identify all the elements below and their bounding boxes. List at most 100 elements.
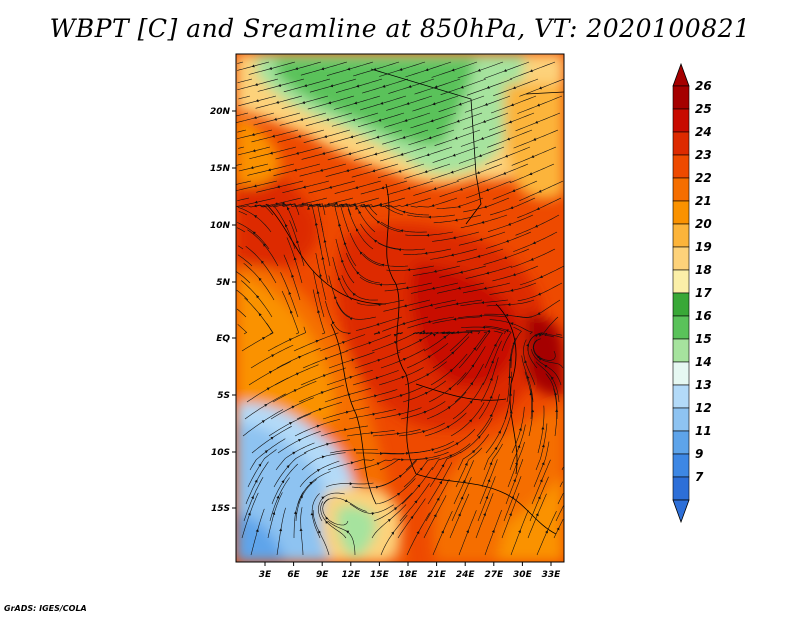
streamline: [406, 512, 430, 556]
streamline-arrow: [375, 376, 379, 380]
streamline-arrow: [261, 260, 264, 264]
streamline: [531, 459, 551, 505]
streamline-arrow: [391, 531, 395, 535]
streamline: [281, 290, 300, 335]
streamline-arrow: [541, 426, 545, 430]
streamline-arrow: [276, 185, 280, 189]
streamline: [401, 467, 433, 505]
streamline: [440, 78, 487, 95]
streamline: [453, 460, 474, 505]
streamline: [363, 253, 409, 267]
streamline: [533, 338, 556, 361]
streamline: [320, 501, 347, 539]
streamline-arrow: [471, 364, 475, 368]
streamline-arrow: [323, 239, 327, 243]
streamline: [513, 231, 558, 252]
streamline-arrow: [293, 168, 297, 172]
streamline: [509, 61, 556, 80]
streamline-arrow: [377, 303, 381, 307]
streamline: [316, 203, 352, 216]
colorbar-box: [672, 453, 690, 478]
streamline-arrow: [399, 67, 403, 71]
streamline: [277, 431, 321, 454]
streamline: [238, 211, 248, 216]
streamline-arrow: [252, 231, 256, 235]
streamline-arrow: [344, 428, 348, 432]
streamline-arrow: [350, 461, 354, 465]
streamline-arrow: [432, 102, 436, 106]
streamline: [281, 95, 329, 109]
streamline: [489, 282, 537, 295]
streamline: [269, 203, 298, 233]
streamline-arrow: [375, 485, 379, 489]
streamline: [489, 112, 535, 131]
streamline: [332, 256, 353, 301]
streamline-arrow: [295, 151, 299, 155]
streamline-arrow: [290, 310, 293, 314]
streamline-arrow: [555, 409, 559, 412]
streamline-arrow: [328, 185, 332, 189]
streamline: [425, 478, 450, 522]
streamline: [380, 146, 427, 162]
streamline-arrow: [541, 444, 545, 448]
streamline: [524, 371, 532, 420]
streamline-arrow: [291, 405, 295, 409]
streamline: [298, 384, 344, 403]
streamline: [241, 280, 273, 318]
streamline-arrow: [455, 302, 459, 306]
streamline: [452, 382, 484, 420]
streamline: [312, 289, 326, 335]
colorbar-box: [672, 384, 690, 409]
streamline: [236, 227, 246, 233]
streamline: [431, 443, 471, 471]
lat-label: 10S: [211, 448, 230, 458]
streamline-arrow: [317, 203, 321, 207]
streamline-arrow: [380, 451, 383, 455]
streamline-arrow: [537, 496, 541, 500]
streamline: [379, 61, 426, 77]
streamline: [237, 324, 248, 335]
colorbar-label: 26: [695, 79, 712, 93]
streamline: [273, 205, 296, 250]
streamline-arrow: [506, 137, 511, 141]
streamline-arrow: [253, 184, 257, 188]
streamline-arrow: [351, 358, 355, 362]
streamline-arrow: [539, 479, 543, 483]
streamline-arrow: [347, 67, 351, 71]
streamline: [251, 426, 292, 454]
streamline-arrow: [266, 387, 270, 391]
streamline: [236, 308, 247, 318]
streamline-arrow: [457, 205, 461, 209]
streamline: [320, 218, 331, 267]
streamline: [432, 336, 470, 369]
streamline: [383, 299, 431, 312]
streamline: [459, 418, 493, 454]
streamline-arrow: [370, 431, 374, 435]
streamline: [490, 95, 537, 114]
streamline-arrow: [398, 169, 402, 173]
streamline: [403, 457, 440, 488]
streamline: [559, 481, 563, 488]
streamline: [315, 253, 327, 301]
colorbar-box: [672, 200, 690, 225]
streamline-arrow: [431, 286, 435, 290]
streamline-arrow: [450, 253, 454, 257]
streamline: [437, 282, 485, 294]
streamline-arrow: [422, 430, 426, 434]
streamline: [458, 146, 505, 164]
lon-label: 24E: [456, 570, 476, 580]
streamline-arrow: [535, 513, 539, 517]
streamline-arrow: [531, 409, 535, 413]
streamline-arrow: [538, 86, 542, 90]
streamline: [384, 112, 431, 128]
streamline: [423, 495, 447, 539]
streamline-arrow: [296, 240, 300, 244]
streamline: [486, 299, 535, 307]
streamline-arrow: [472, 450, 476, 454]
colorbar-label: 12: [695, 401, 712, 415]
streamline: [286, 237, 303, 284]
streamline: [325, 482, 374, 488]
streamline-arrow: [505, 313, 509, 317]
colorbar-label: 19: [695, 240, 712, 254]
lon-label: 6E: [287, 570, 300, 580]
